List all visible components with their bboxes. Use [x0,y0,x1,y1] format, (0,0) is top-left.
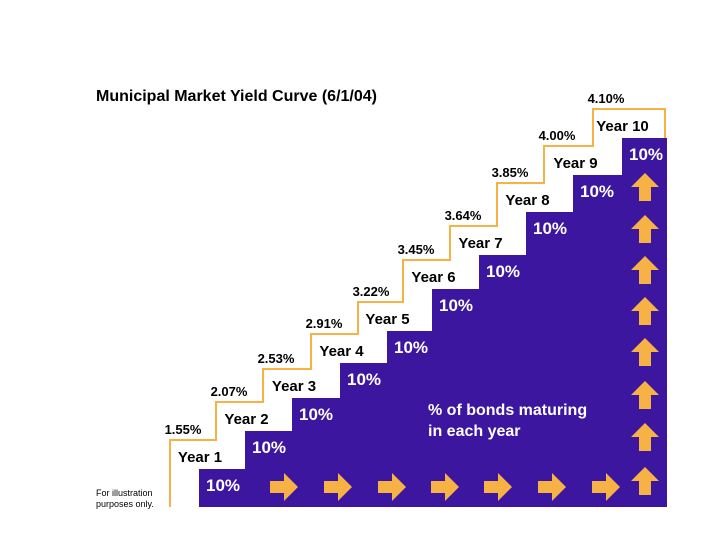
yield-outline [169,108,666,507]
share-label: 10% [394,338,428,357]
year-label: Year 8 [505,192,549,209]
up-arrow [631,338,659,366]
yield-label: 4.10% [588,91,625,106]
year-label: Year 2 [224,411,268,428]
up-arrow [631,297,659,325]
year-label: Year 7 [458,235,502,252]
right-arrow [484,473,512,501]
yield-label: 2.53% [258,351,295,366]
right-arrow [431,473,459,501]
year-label: Year 3 [272,378,316,395]
share-label: 10% [439,296,473,315]
right-arrow [324,473,352,501]
share-label: 10% [629,145,663,164]
yield-label: 2.91% [306,316,343,331]
staircase [199,138,667,507]
up-arrow [631,215,659,243]
year-label: Year 1 [178,449,222,466]
year-label: Year 5 [365,311,409,328]
yield-label: 3.85% [492,165,529,180]
share-label: 10% [299,405,333,424]
up-arrow [631,381,659,409]
up-arrow [631,256,659,284]
footnote-line: purposes only. [96,499,154,509]
yield-label: 3.45% [398,242,435,257]
yield-label: 4.00% [539,128,576,143]
share-label: 10% [347,370,381,389]
yield-label: 3.22% [353,284,390,299]
yield-label: 1.55% [165,422,202,437]
share-label: 10% [580,182,614,201]
note-line: % of bonds maturing [428,402,587,419]
title: Municipal Market Yield Curve (6/1/04) [96,88,377,105]
up-arrow [631,423,659,451]
share-label: 10% [206,476,240,495]
right-arrow [378,473,406,501]
year-label: Year 10 [596,118,649,135]
share-label: 10% [252,438,286,457]
right-arrow [538,473,566,501]
year-label: Year 4 [319,343,364,360]
right-arrow [270,473,298,501]
year-label: Year 6 [411,269,455,286]
yield-label: 3.64% [445,208,482,223]
footnote-line: For illustration [96,488,153,498]
share-label: 10% [533,219,567,238]
note-line: in each year [428,423,521,440]
yield-label: 2.07% [211,384,248,399]
share-label: 10% [486,262,520,281]
up-arrow [631,173,659,201]
year-label: Year 9 [553,155,597,172]
up-arrow [631,467,659,495]
right-arrow [592,473,620,501]
